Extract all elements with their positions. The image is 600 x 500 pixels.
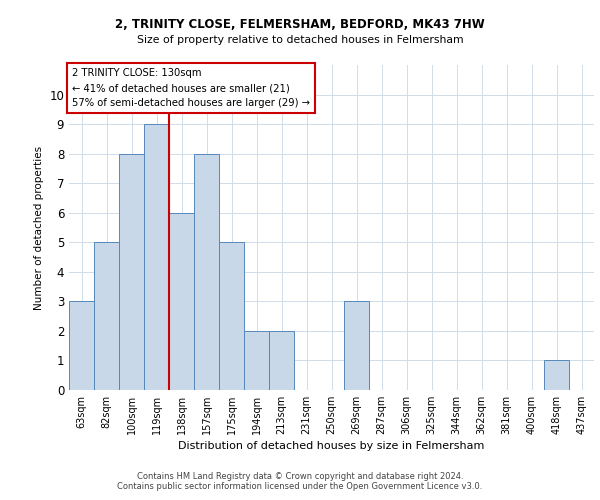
Text: 2, TRINITY CLOSE, FELMERSHAM, BEDFORD, MK43 7HW: 2, TRINITY CLOSE, FELMERSHAM, BEDFORD, M… bbox=[115, 18, 485, 30]
Bar bbox=[194, 154, 219, 390]
Bar bbox=[544, 360, 569, 390]
Bar bbox=[69, 302, 94, 390]
Bar bbox=[169, 212, 194, 390]
Bar bbox=[244, 331, 269, 390]
Bar bbox=[144, 124, 169, 390]
Bar bbox=[219, 242, 244, 390]
Text: Contains public sector information licensed under the Open Government Licence v3: Contains public sector information licen… bbox=[118, 482, 482, 491]
Text: 2 TRINITY CLOSE: 130sqm
← 41% of detached houses are smaller (21)
57% of semi-de: 2 TRINITY CLOSE: 130sqm ← 41% of detache… bbox=[71, 68, 310, 108]
X-axis label: Distribution of detached houses by size in Felmersham: Distribution of detached houses by size … bbox=[178, 441, 485, 451]
Bar bbox=[269, 331, 294, 390]
Bar bbox=[119, 154, 144, 390]
Bar bbox=[344, 302, 369, 390]
Bar bbox=[94, 242, 119, 390]
Text: Contains HM Land Registry data © Crown copyright and database right 2024.: Contains HM Land Registry data © Crown c… bbox=[137, 472, 463, 481]
Text: Size of property relative to detached houses in Felmersham: Size of property relative to detached ho… bbox=[137, 35, 463, 45]
Y-axis label: Number of detached properties: Number of detached properties bbox=[34, 146, 44, 310]
